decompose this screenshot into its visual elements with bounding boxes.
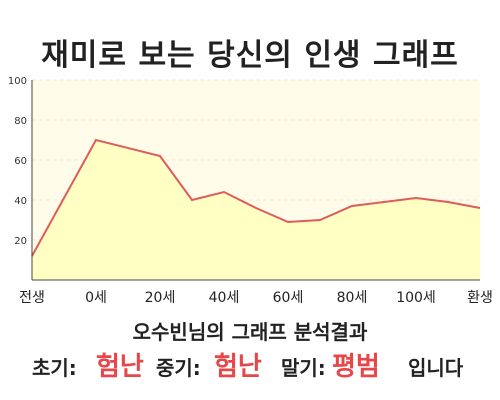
early-label: 초기: <box>32 356 77 380</box>
y-tick-label-3: 80 <box>14 116 27 127</box>
area-fill <box>32 140 480 280</box>
ending-text: 입니다 <box>408 356 464 380</box>
y-tick-label-2: 60 <box>14 156 27 167</box>
y-tick-label-4: 100 <box>8 76 27 87</box>
late-label: 말기: <box>281 356 326 380</box>
mid-value: 험난 <box>214 352 262 382</box>
chart-title: 재미로 보는 당신의 인생 그래프 <box>41 38 459 73</box>
x-tick-label-5: 80세 <box>337 290 368 306</box>
x-tick-label-7: 환생 <box>467 290 493 306</box>
series-line <box>31 138 481 257</box>
x-tick-label-4: 60세 <box>273 290 304 306</box>
y-tick-labels: 20 40 60 80 100 <box>8 76 27 247</box>
x-tick-labels: 전생 0세 20세 40세 60세 80세 100세 환생 <box>19 290 493 306</box>
x-tick-label-2: 20세 <box>145 290 176 306</box>
late-value: 평범 <box>332 352 380 382</box>
x-tick-label-0: 전생 <box>19 290 45 306</box>
x-tick-label-6: 100세 <box>396 290 436 306</box>
x-tick-label-1: 0세 <box>85 290 107 306</box>
y-tick-label-0: 20 <box>14 236 27 247</box>
summary-title: 오수빈님의 그래프 분석결과 <box>132 320 368 344</box>
y-tick-label-1: 40 <box>14 196 27 207</box>
x-tick-label-3: 40세 <box>209 290 240 306</box>
summary-result-line: 초기: 험난 중기: 험난 말기: 평범 입니다 <box>0 346 500 382</box>
early-value: 험난 <box>96 352 144 382</box>
mid-label: 중기: <box>156 356 201 380</box>
